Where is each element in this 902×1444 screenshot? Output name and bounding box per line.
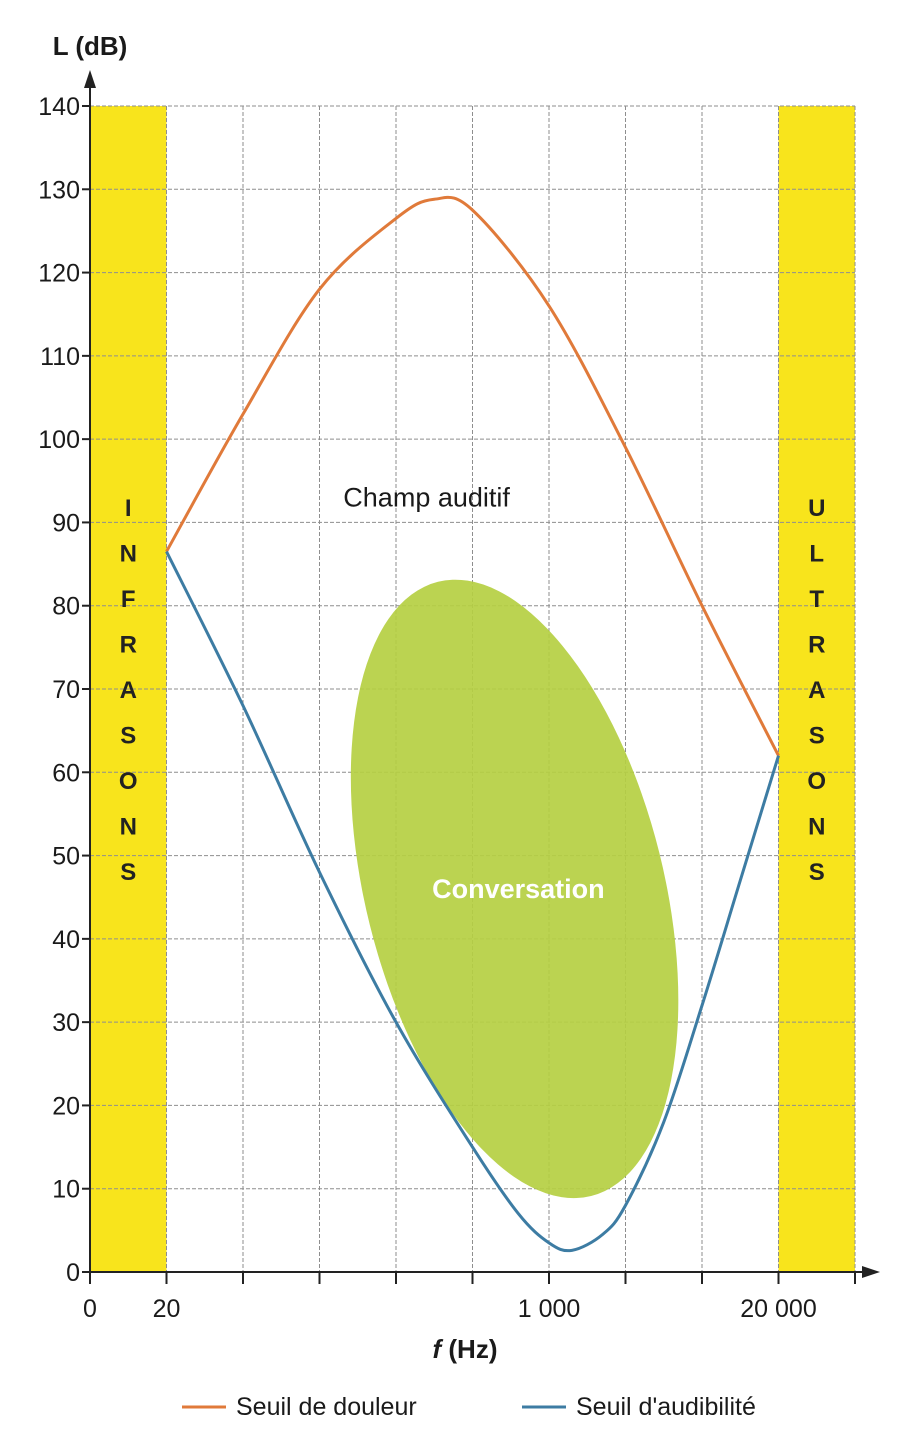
band-1-letter: O <box>807 768 826 795</box>
band-0-letter: A <box>120 677 137 704</box>
band-1-letter: U <box>808 495 825 522</box>
y-tick-label: 110 <box>40 343 80 371</box>
legend-label-audibilite: Seuil d'audibilité <box>576 1393 756 1421</box>
series-line-0 <box>165 195 780 757</box>
x-tick-label: 0 <box>83 1295 97 1323</box>
y-tick-label: 130 <box>38 176 80 204</box>
series-line-1 <box>165 550 780 1253</box>
y-tick-label: 100 <box>38 426 80 454</box>
band-0-letter: N <box>120 541 137 568</box>
band-1-letter: N <box>808 814 825 841</box>
legend: Seuil de douleur Seuil d'audibilité <box>182 1393 756 1421</box>
x-axis-title: f (Hz) <box>433 1334 498 1364</box>
y-tick-label: 0 <box>66 1259 80 1287</box>
y-tick-label: 40 <box>52 926 80 954</box>
band-1-letter: S <box>809 859 825 886</box>
band-0-letter: O <box>119 768 138 795</box>
conversation-region <box>350 579 679 1199</box>
band-0-letter: F <box>121 586 136 613</box>
band-0-letter: R <box>120 632 137 659</box>
band-0-letter: S <box>120 723 136 750</box>
band-0-letter: S <box>120 859 136 886</box>
y-tick-label: 80 <box>52 593 80 621</box>
y-tick-label: 70 <box>52 676 80 704</box>
band-1-letter: T <box>809 586 824 613</box>
band-1-letter: A <box>808 677 825 704</box>
annotation-1: Conversation <box>432 874 605 904</box>
y-axis-title: L (dB) <box>53 31 128 61</box>
legend-label-douleur: Seuil de douleur <box>236 1393 417 1421</box>
y-tick-label: 140 <box>38 93 80 121</box>
band-0-letter: I <box>125 495 132 522</box>
y-tick-label: 90 <box>52 509 80 537</box>
x-tick-label: 20 000 <box>740 1295 816 1323</box>
band-1-letter: L <box>809 541 824 568</box>
x-axis-arrow-icon <box>862 1266 880 1278</box>
chart-series <box>165 195 780 1253</box>
band-0-letter: N <box>120 814 137 841</box>
x-axis-title-unit: (Hz) <box>441 1334 497 1364</box>
y-tick-label: 30 <box>52 1009 80 1037</box>
y-tick-label: 50 <box>52 843 80 871</box>
y-axis-arrow-icon <box>84 70 96 88</box>
y-tick-label: 10 <box>52 1176 80 1204</box>
band-1-letter: R <box>808 632 825 659</box>
y-tick-label: 20 <box>52 1092 80 1120</box>
band-1-letter: S <box>809 723 825 750</box>
y-tick-label: 60 <box>52 759 80 787</box>
x-tick-label: 1 000 <box>518 1295 581 1323</box>
x-tick-label: 20 <box>153 1295 181 1323</box>
conversation-ellipse <box>350 579 679 1199</box>
annotation-0: Champ auditif <box>343 482 510 512</box>
x-axis-title-symbol: f <box>433 1334 444 1364</box>
chart-labels: 0 10 20 30 40 50 60 70 80 90 100 110 120 130 140 0 20 1 0… <box>38 93 826 1323</box>
chart-axes <box>82 70 880 1284</box>
y-tick-label: 120 <box>38 260 80 288</box>
